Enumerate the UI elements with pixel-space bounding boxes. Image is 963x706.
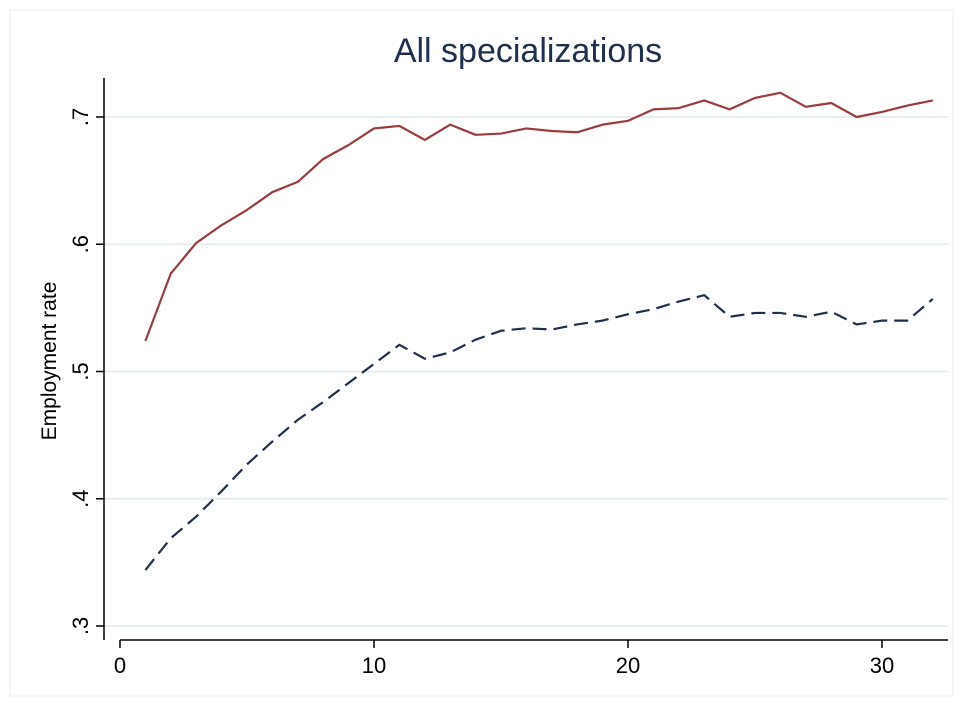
axis-layer: .3 .4 .5 .6 .7 0 10 20 30	[68, 78, 948, 678]
x-tick-label-1: 10	[362, 653, 386, 678]
x-tick-label-2: 20	[616, 653, 640, 678]
y-tick-label-3: .6	[68, 235, 93, 253]
series-layer	[144, 91, 934, 571]
y-tick-label-4: .7	[68, 108, 93, 126]
grid-layer	[104, 116, 948, 627]
y-tick-label-0: .3	[68, 617, 93, 635]
x-tick-label-3: 30	[870, 653, 894, 678]
x-tick-label-0: 0	[114, 653, 126, 678]
y-axis-label: Employment rate	[38, 282, 61, 441]
outer-frame	[9, 9, 954, 697]
y-tick-label-2: .5	[68, 362, 93, 380]
series-line-2	[144, 294, 934, 571]
chart-title: All specializations	[394, 32, 662, 70]
y-tick-label-1: .4	[68, 490, 93, 508]
series-line-1	[144, 91, 934, 342]
